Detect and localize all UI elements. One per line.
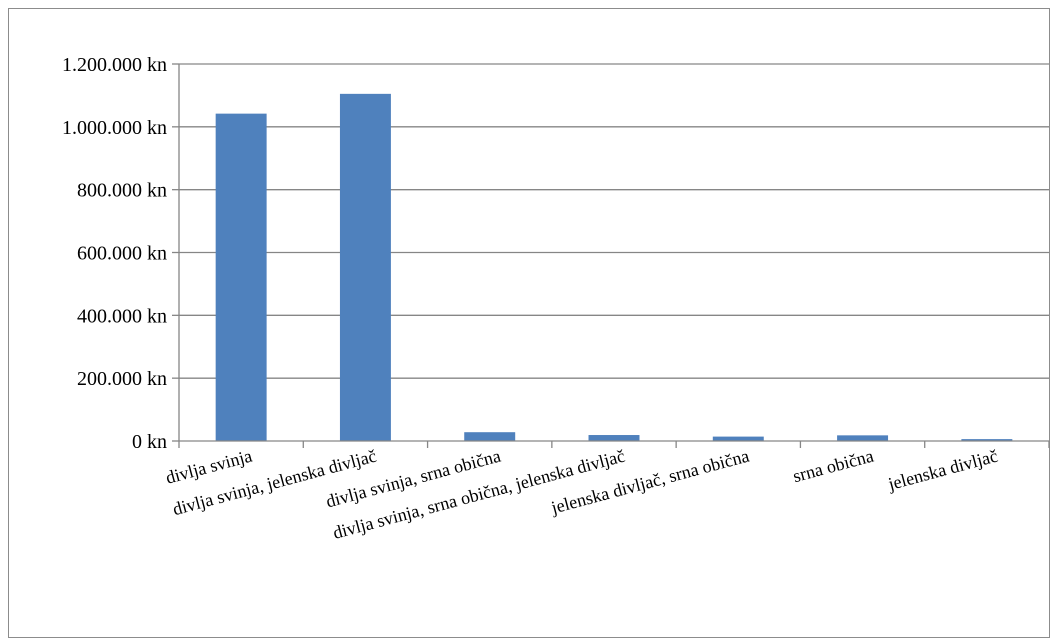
bar-chart: 0 kn 200.000 kn 400.000 kn 600.000 kn 800.00…	[62, 54, 1050, 543]
x-category-label: divlja svinja, jelenska divljač	[170, 446, 378, 520]
bar	[215, 113, 267, 441]
y-tick-label: 1.200.000 kn	[62, 54, 167, 76]
y-tick-labels: 0 kn 200.000 kn 400.000 kn 600.000 kn 800.00…	[62, 54, 167, 453]
chart-frame: 0 kn 200.000 kn 400.000 kn 600.000 kn 800.00…	[8, 8, 1050, 638]
x-category-label: jelenska divljač	[885, 446, 1000, 495]
y-tick-label: 800.000 kn	[77, 180, 167, 202]
bar	[339, 93, 391, 442]
bar	[588, 435, 640, 441]
y-tick-label: 400.000 kn	[77, 305, 167, 327]
bars	[215, 93, 1013, 442]
x-category-label: srna obična	[791, 446, 876, 487]
bar	[712, 436, 764, 441]
bar	[464, 432, 516, 441]
bar	[961, 439, 1013, 441]
y-tick-label: 0 kn	[132, 431, 167, 453]
y-tick-label: 1.000.000 kn	[62, 117, 167, 139]
gridlines	[179, 63, 1049, 379]
axes	[172, 63, 1050, 448]
y-tick-label: 600.000 kn	[77, 243, 167, 265]
bar	[837, 435, 889, 441]
y-tick-label: 200.000 kn	[77, 368, 167, 390]
